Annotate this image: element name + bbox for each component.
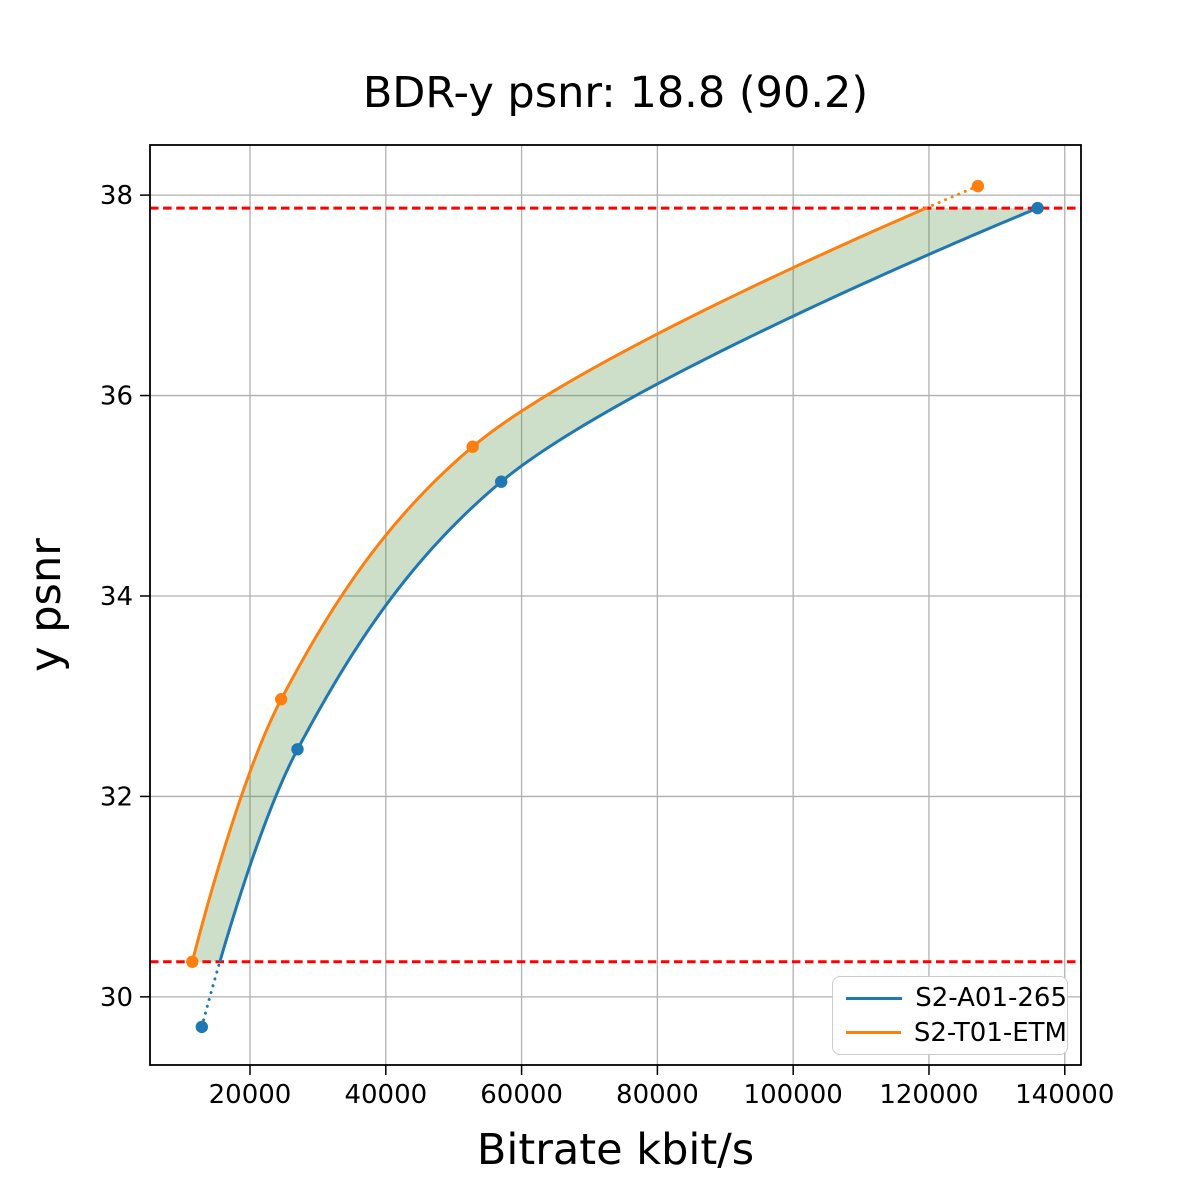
x-tick-label: 140000 [1015, 1080, 1114, 1110]
legend-line-swatch-orange [846, 1030, 901, 1035]
data-point [195, 1020, 208, 1034]
bd-shaded-region [192, 208, 1038, 962]
legend-label: S2-A01-265 [915, 983, 1067, 1014]
data-point [186, 955, 199, 968]
x-tick-label: 80000 [616, 1080, 699, 1110]
y-tick-label: 36 [100, 382, 133, 412]
data-points-S2-T01-ETM [186, 179, 985, 968]
data-point [275, 693, 288, 706]
plot-border [149, 144, 1082, 1066]
x-tick-label: 100000 [744, 1080, 843, 1110]
x-tick-label: 120000 [879, 1080, 978, 1110]
series-line-S2-A01-265 [218, 206, 1039, 963]
legend-line-swatch-blue [846, 996, 903, 1001]
legend-item: S2-T01-ETM [846, 1020, 1067, 1046]
data-point [971, 179, 985, 193]
data-point [291, 743, 304, 756]
chart-title: BDR-y psnr: 18.8 (90.2) [362, 68, 869, 118]
x-axis-label: Bitrate kbit/s [476, 1125, 755, 1175]
x-tick-label: 60000 [480, 1080, 563, 1110]
y-tick-label: 34 [100, 582, 133, 612]
tick-labels: 20000 40000 60000 80000 100000 120000 140000 30… [100, 181, 1114, 1110]
data-point [1031, 201, 1044, 215]
legend-item: S2-A01-265 [846, 985, 1067, 1011]
x-tick-label: 20000 [209, 1080, 292, 1110]
series-dotted-S2-A01-265 [200, 960, 222, 1029]
legend-label: S2-T01-ETM [913, 1017, 1067, 1048]
series-dotted-S2-T01-ETM [924, 184, 980, 210]
data-point [495, 475, 508, 488]
x-tick-label: 40000 [344, 1080, 427, 1110]
y-tick-label: 38 [100, 181, 133, 211]
series-line-S2-T01-ETM [190, 206, 927, 964]
legend: S2-A01-265 S2-T01-ETM [832, 976, 1068, 1055]
data-point [466, 440, 479, 453]
gridlines [150, 145, 1081, 1065]
y-tick-label: 30 [100, 983, 133, 1013]
y-axis-label: y psnr [21, 538, 71, 672]
data-points-S2-A01-265 [195, 201, 1044, 1034]
y-tick-label: 32 [100, 782, 133, 812]
axis-ticks [140, 194, 1066, 1075]
